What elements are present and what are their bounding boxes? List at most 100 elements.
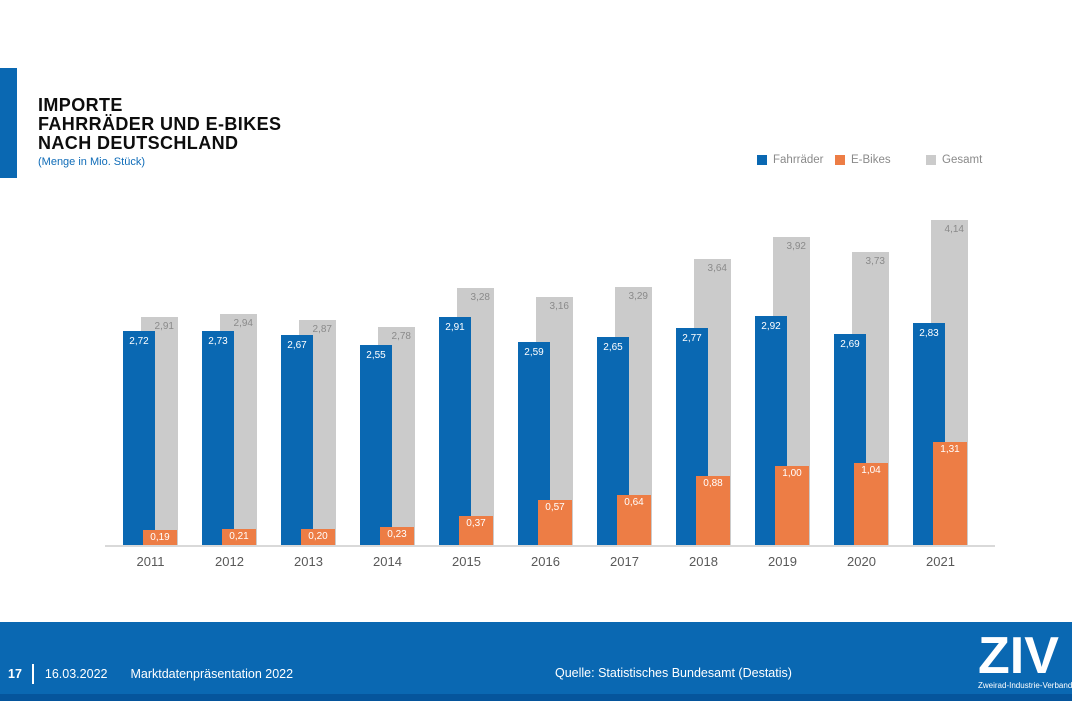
chart-legend: Fahrräder E-Bikes Gesamt: [757, 154, 1007, 168]
x-axis-label-2021: 2021: [926, 554, 955, 569]
bar-ebikes-2013: 0,20: [301, 529, 335, 545]
bar-ebikes-2011: 0,19: [143, 530, 177, 545]
x-axis-label-2016: 2016: [531, 554, 560, 569]
bar-value-label: 2,78: [391, 331, 411, 342]
x-axis-label-2013: 2013: [294, 554, 323, 569]
bar-value-label: 3,73: [865, 256, 885, 267]
footer-bar: 17 16.03.2022 Marktdatenpräsentation 202…: [0, 622, 1072, 701]
bar-value-label: 0,20: [308, 531, 328, 542]
bar-value-label: 0,37: [466, 518, 486, 529]
bar-ebikes-2015: 0,37: [459, 516, 493, 545]
bar-value-label: 0,57: [545, 502, 565, 513]
bar-value-label: 4,14: [944, 224, 964, 235]
x-axis-label-2020: 2020: [847, 554, 876, 569]
bar-value-label: 0,88: [703, 478, 723, 489]
year-group-2011: 2,91 2,72 0,19 2011: [123, 200, 178, 569]
bar-value-label: 1,31: [940, 444, 960, 455]
bar-ebikes-2020: 1,04: [854, 463, 888, 545]
bar-value-label: 1,04: [861, 465, 881, 476]
x-axis-label-2014: 2014: [373, 554, 402, 569]
year-group-2015: 3,28 2,91 0,37 2015: [439, 200, 494, 569]
bar-value-label: 3,29: [628, 291, 648, 302]
chart-unit-subtitle: (Menge in Mio. Stück): [38, 156, 145, 168]
footer-bottom-stripe: [0, 694, 1072, 701]
bar-fahrraeder-2012: 2,73: [202, 331, 234, 545]
legend-label: Fahrräder: [773, 154, 824, 166]
legend-swatch-icon: [835, 155, 845, 165]
bar-value-label: 2,91: [154, 321, 174, 332]
bar-value-label: 0,23: [387, 529, 407, 540]
legend-swatch-icon: [757, 155, 767, 165]
bar-ebikes-2021: 1,31: [933, 442, 967, 545]
year-group-2019: 3,92 2,92 1,00 2019: [755, 200, 810, 569]
bar-value-label: 1,00: [782, 468, 802, 479]
x-axis-line: [105, 545, 995, 547]
bar-fahrraeder-2013: 2,67: [281, 335, 313, 545]
year-group-2016: 3,16 2,59 0,57 2016: [518, 200, 573, 569]
bar-value-label: 0,21: [229, 531, 249, 542]
page-title-line-2: FAHRRÄDER UND E-BIKES: [38, 114, 282, 134]
bar-value-label: 2,55: [366, 350, 386, 361]
legend-item-fahrrder: Fahrräder: [757, 154, 824, 166]
page-title: IMPORTE FAHRRÄDER UND E-BIKES NACH DEUTS…: [38, 96, 281, 153]
bar-value-label: 2,69: [840, 339, 860, 350]
bar-ebikes-2014: 0,23: [380, 527, 414, 545]
year-group-2020: 3,73 2,69 1,04 2020: [834, 200, 889, 569]
footer-left: 17 16.03.2022 Marktdatenpräsentation 202…: [8, 664, 293, 684]
legend-item-ebikes: E-Bikes: [835, 154, 891, 166]
ziv-logo-subtext: Zweirad-Industrie-Verband: [978, 681, 1072, 690]
legend-label: E-Bikes: [851, 154, 891, 166]
legend-label: Gesamt: [942, 154, 983, 166]
imports-bar-chart: 2,91 2,72 0,19 2011 2,94 2,73 0,21 2012 2,87 2,67…: [105, 200, 995, 569]
bar-value-label: 3,92: [786, 241, 806, 252]
legend-item-gesamt: Gesamt: [926, 154, 982, 166]
bar-fahrraeder-2015: 2,91: [439, 317, 471, 545]
year-group-2013: 2,87 2,67 0,20 2013: [281, 200, 336, 569]
legend-swatch-icon: [926, 155, 936, 165]
bar-ebikes-2016: 0,57: [538, 500, 572, 545]
footer-date: 16.03.2022: [44, 667, 108, 681]
page-number: 17: [8, 667, 22, 681]
bar-value-label: 2,73: [208, 336, 228, 347]
bar-value-label: 2,91: [445, 322, 465, 333]
x-axis-label-2015: 2015: [452, 554, 481, 569]
year-group-2017: 3,29 2,65 0,64 2017: [597, 200, 652, 569]
title-block: IMPORTE FAHRRÄDER UND E-BIKES NACH DEUTS…: [38, 96, 281, 169]
bar-value-label: 2,94: [233, 318, 253, 329]
page-title-line-3: NACH DEUTSCHLAND: [38, 133, 239, 153]
year-group-2021: 4,14 2,83 1,31 2021: [913, 200, 968, 569]
bar-value-label: 2,83: [919, 328, 939, 339]
bar-ebikes-2017: 0,64: [617, 495, 651, 545]
ziv-logo-text: ZIV: [978, 627, 1059, 685]
x-axis-label-2012: 2012: [215, 554, 244, 569]
x-axis-label-2019: 2019: [768, 554, 797, 569]
year-group-2014: 2,78 2,55 0,23 2014: [360, 200, 415, 569]
footer-presentation-title: Marktdatenpräsentation 2022: [130, 667, 294, 681]
footer-separator: [31, 664, 34, 684]
bar-value-label: 3,16: [549, 301, 569, 312]
year-group-2018: 3,64 2,77 0,88 2018: [676, 200, 731, 569]
title-accent-bar: [0, 68, 17, 178]
bar-ebikes-2012: 0,21: [222, 529, 256, 545]
bar-value-label: 2,77: [682, 333, 702, 344]
bar-ebikes-2019: 1,00: [775, 466, 809, 545]
bar-value-label: 2,87: [312, 324, 332, 335]
bar-value-label: 2,92: [761, 321, 781, 332]
x-axis-label-2018: 2018: [689, 554, 718, 569]
page-title-line-1: IMPORTE: [38, 95, 123, 115]
x-axis-label-2017: 2017: [610, 554, 639, 569]
bar-ebikes-2018: 0,88: [696, 476, 730, 545]
bar-value-label: 0,19: [150, 532, 170, 543]
bar-value-label: 2,65: [603, 342, 623, 353]
bar-value-label: 0,64: [624, 497, 644, 508]
footer-source: Quelle: Statistisches Bundesamt (Destati…: [555, 666, 792, 680]
ziv-logo: ZIV Zweirad-Industrie-Verband: [978, 627, 1072, 690]
bar-value-label: 2,67: [287, 340, 307, 351]
bar-fahrraeder-2011: 2,72: [123, 331, 155, 545]
bar-value-label: 2,72: [129, 336, 149, 347]
year-group-2012: 2,94 2,73 0,21 2012: [202, 200, 257, 569]
bar-fahrraeder-2014: 2,55: [360, 345, 392, 545]
bar-value-label: 3,64: [707, 263, 727, 274]
bar-value-label: 2,59: [524, 347, 544, 358]
x-axis-label-2011: 2011: [136, 554, 165, 569]
